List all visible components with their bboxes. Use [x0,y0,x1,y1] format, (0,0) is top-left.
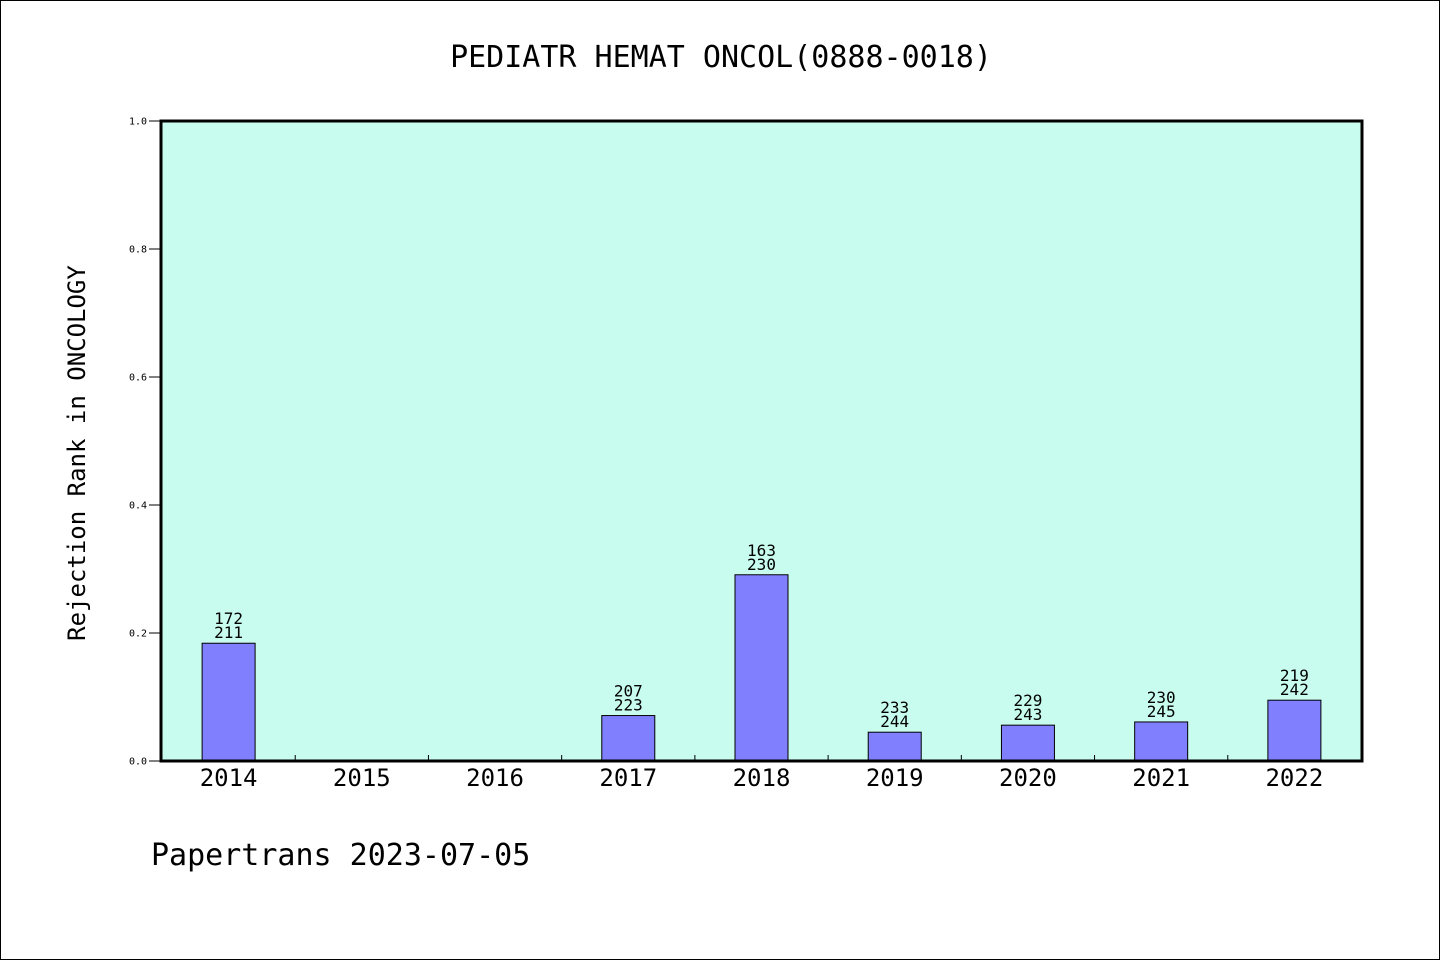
bar-2018 [734,574,789,762]
y-tick-label: 0.6 [129,373,147,384]
bars [201,574,1322,762]
data-label-top: 229 [1013,691,1042,710]
y-tick-label: 0.4 [129,501,147,512]
x-tick-label: 2021 [1132,764,1190,792]
bar-2021 [1134,721,1189,762]
x-tick-label: 2022 [1265,764,1323,792]
x-tick-label: 2016 [466,764,524,792]
x-tick-label: 2015 [333,764,391,792]
data-label-top: 172 [214,609,243,628]
bar-2020 [1000,724,1055,762]
bar-2017 [601,715,656,762]
y-axis-label: Rejection Rank in ONCOLOGY [63,265,91,641]
data-label-bottom: 244 [880,712,909,731]
plot-border [159,119,1364,763]
data-label-top: 163 [747,541,776,560]
data-label-top: 230 [1147,688,1176,707]
chart-title: PEDIATR HEMAT ONCOL(0888-0018) [450,40,992,75]
y-tick-label: 0.8 [129,245,147,256]
y-tick-label: 0.2 [129,629,147,640]
y-tick-label: 0.0 [129,757,147,768]
footer-credit: Papertrans 2023-07-05 [151,838,530,873]
y-axis-ticks: 0.0 0.2 0.4 0.6 0.8 1.0 [129,117,161,768]
bar-2014 [201,642,256,762]
bar-2022 [1267,699,1322,762]
bar-2019 [867,731,922,762]
data-label-bottom: 223 [614,696,643,715]
x-tick-label: 2018 [733,764,791,792]
data-label-top: 233 [880,698,909,717]
data-label-bottom: 243 [1013,705,1042,724]
x-axis-ticks: 2014 2015 2016 2017 2018 2019 2020 2021 2022 [200,755,1323,792]
data-label-top: 207 [614,682,643,701]
data-label-bottom: 230 [747,555,776,574]
data-label-top: 219 [1280,666,1309,685]
data-label-bottom: 211 [214,623,243,642]
x-tick-label: 2020 [999,764,1057,792]
data-label-bottom: 242 [1280,680,1309,699]
x-tick-label: 2017 [599,764,657,792]
data-labels: 1722112072231632302332442292432302452192… [214,541,1309,731]
data-label-bottom: 245 [1147,702,1176,721]
y-tick-label: 1.0 [129,117,147,128]
x-tick-label: 2014 [200,764,258,792]
x-tick-label: 2019 [866,764,924,792]
